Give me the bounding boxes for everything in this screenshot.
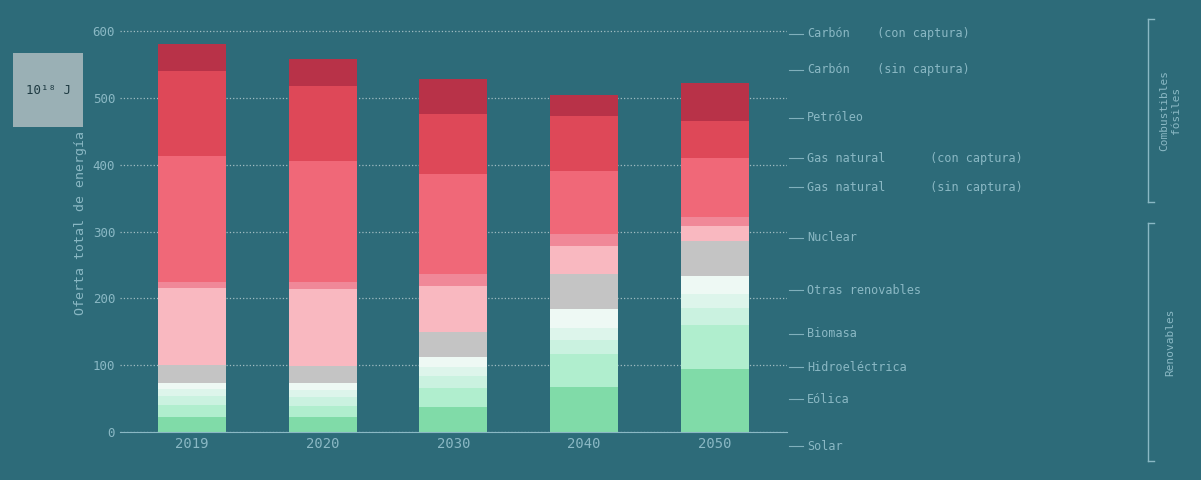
Bar xyxy=(681,158,748,217)
Bar xyxy=(159,288,226,365)
Bar xyxy=(681,369,748,432)
Text: 10¹⁸ J: 10¹⁸ J xyxy=(25,84,71,96)
Bar xyxy=(681,226,748,241)
Bar xyxy=(159,71,226,156)
Bar xyxy=(288,383,357,390)
Bar xyxy=(550,309,619,328)
Bar xyxy=(550,328,619,340)
Bar xyxy=(550,355,619,386)
Bar xyxy=(550,274,619,309)
Bar xyxy=(159,383,226,389)
Text: Solar: Solar xyxy=(807,440,843,453)
Bar xyxy=(419,274,488,287)
Bar xyxy=(550,171,619,234)
Bar xyxy=(288,161,357,282)
Bar xyxy=(419,287,488,332)
Bar xyxy=(159,156,226,282)
Bar xyxy=(159,389,226,396)
Text: Petróleo: Petróleo xyxy=(807,111,864,124)
Bar xyxy=(159,365,226,383)
Bar xyxy=(550,340,619,355)
Text: (con captura): (con captura) xyxy=(871,27,970,40)
Bar xyxy=(550,95,619,116)
Text: Eólica: Eólica xyxy=(807,393,850,406)
Bar xyxy=(159,44,226,71)
Bar xyxy=(419,79,488,114)
Bar xyxy=(288,406,357,417)
Bar xyxy=(419,376,488,388)
Bar xyxy=(419,367,488,376)
Bar xyxy=(159,405,226,417)
Bar xyxy=(681,121,748,158)
Text: Hidroeléctrica: Hidroeléctrica xyxy=(807,360,907,374)
Bar xyxy=(159,396,226,405)
Text: Combustibles
fósiles: Combustibles fósiles xyxy=(1159,70,1181,151)
Bar xyxy=(419,332,488,357)
Bar xyxy=(159,417,226,432)
Text: Gas natural: Gas natural xyxy=(807,180,885,194)
Bar xyxy=(288,59,357,86)
Text: Otras renovables: Otras renovables xyxy=(807,284,921,297)
Bar xyxy=(419,407,488,432)
Bar xyxy=(419,357,488,367)
Bar xyxy=(550,116,619,171)
Bar xyxy=(419,388,488,407)
Bar xyxy=(288,86,357,161)
Bar xyxy=(681,308,748,325)
Bar xyxy=(288,417,357,432)
Text: Gas natural: Gas natural xyxy=(807,152,885,165)
Text: Renovables: Renovables xyxy=(1165,308,1175,376)
Bar xyxy=(419,174,488,274)
Text: Carbón: Carbón xyxy=(807,63,850,76)
Bar xyxy=(288,289,357,366)
Bar xyxy=(288,366,357,383)
Bar xyxy=(681,276,748,294)
Bar xyxy=(681,241,748,276)
Text: (con captura): (con captura) xyxy=(924,152,1023,165)
Y-axis label: Oferta total de energía: Oferta total de energía xyxy=(74,131,88,315)
Bar xyxy=(288,390,357,396)
Text: Biomasa: Biomasa xyxy=(807,327,858,340)
Bar xyxy=(681,294,748,308)
Bar xyxy=(419,114,488,174)
Bar xyxy=(681,217,748,226)
Bar xyxy=(681,325,748,369)
Bar xyxy=(288,282,357,289)
Bar xyxy=(550,386,619,432)
Bar xyxy=(159,282,226,288)
Bar xyxy=(550,234,619,246)
Bar xyxy=(288,396,357,406)
Text: Carbón: Carbón xyxy=(807,27,850,40)
Bar xyxy=(681,83,748,121)
Text: (sin captura): (sin captura) xyxy=(871,63,970,76)
Text: Nuclear: Nuclear xyxy=(807,231,858,244)
Bar xyxy=(550,246,619,274)
Text: (sin captura): (sin captura) xyxy=(924,180,1023,194)
